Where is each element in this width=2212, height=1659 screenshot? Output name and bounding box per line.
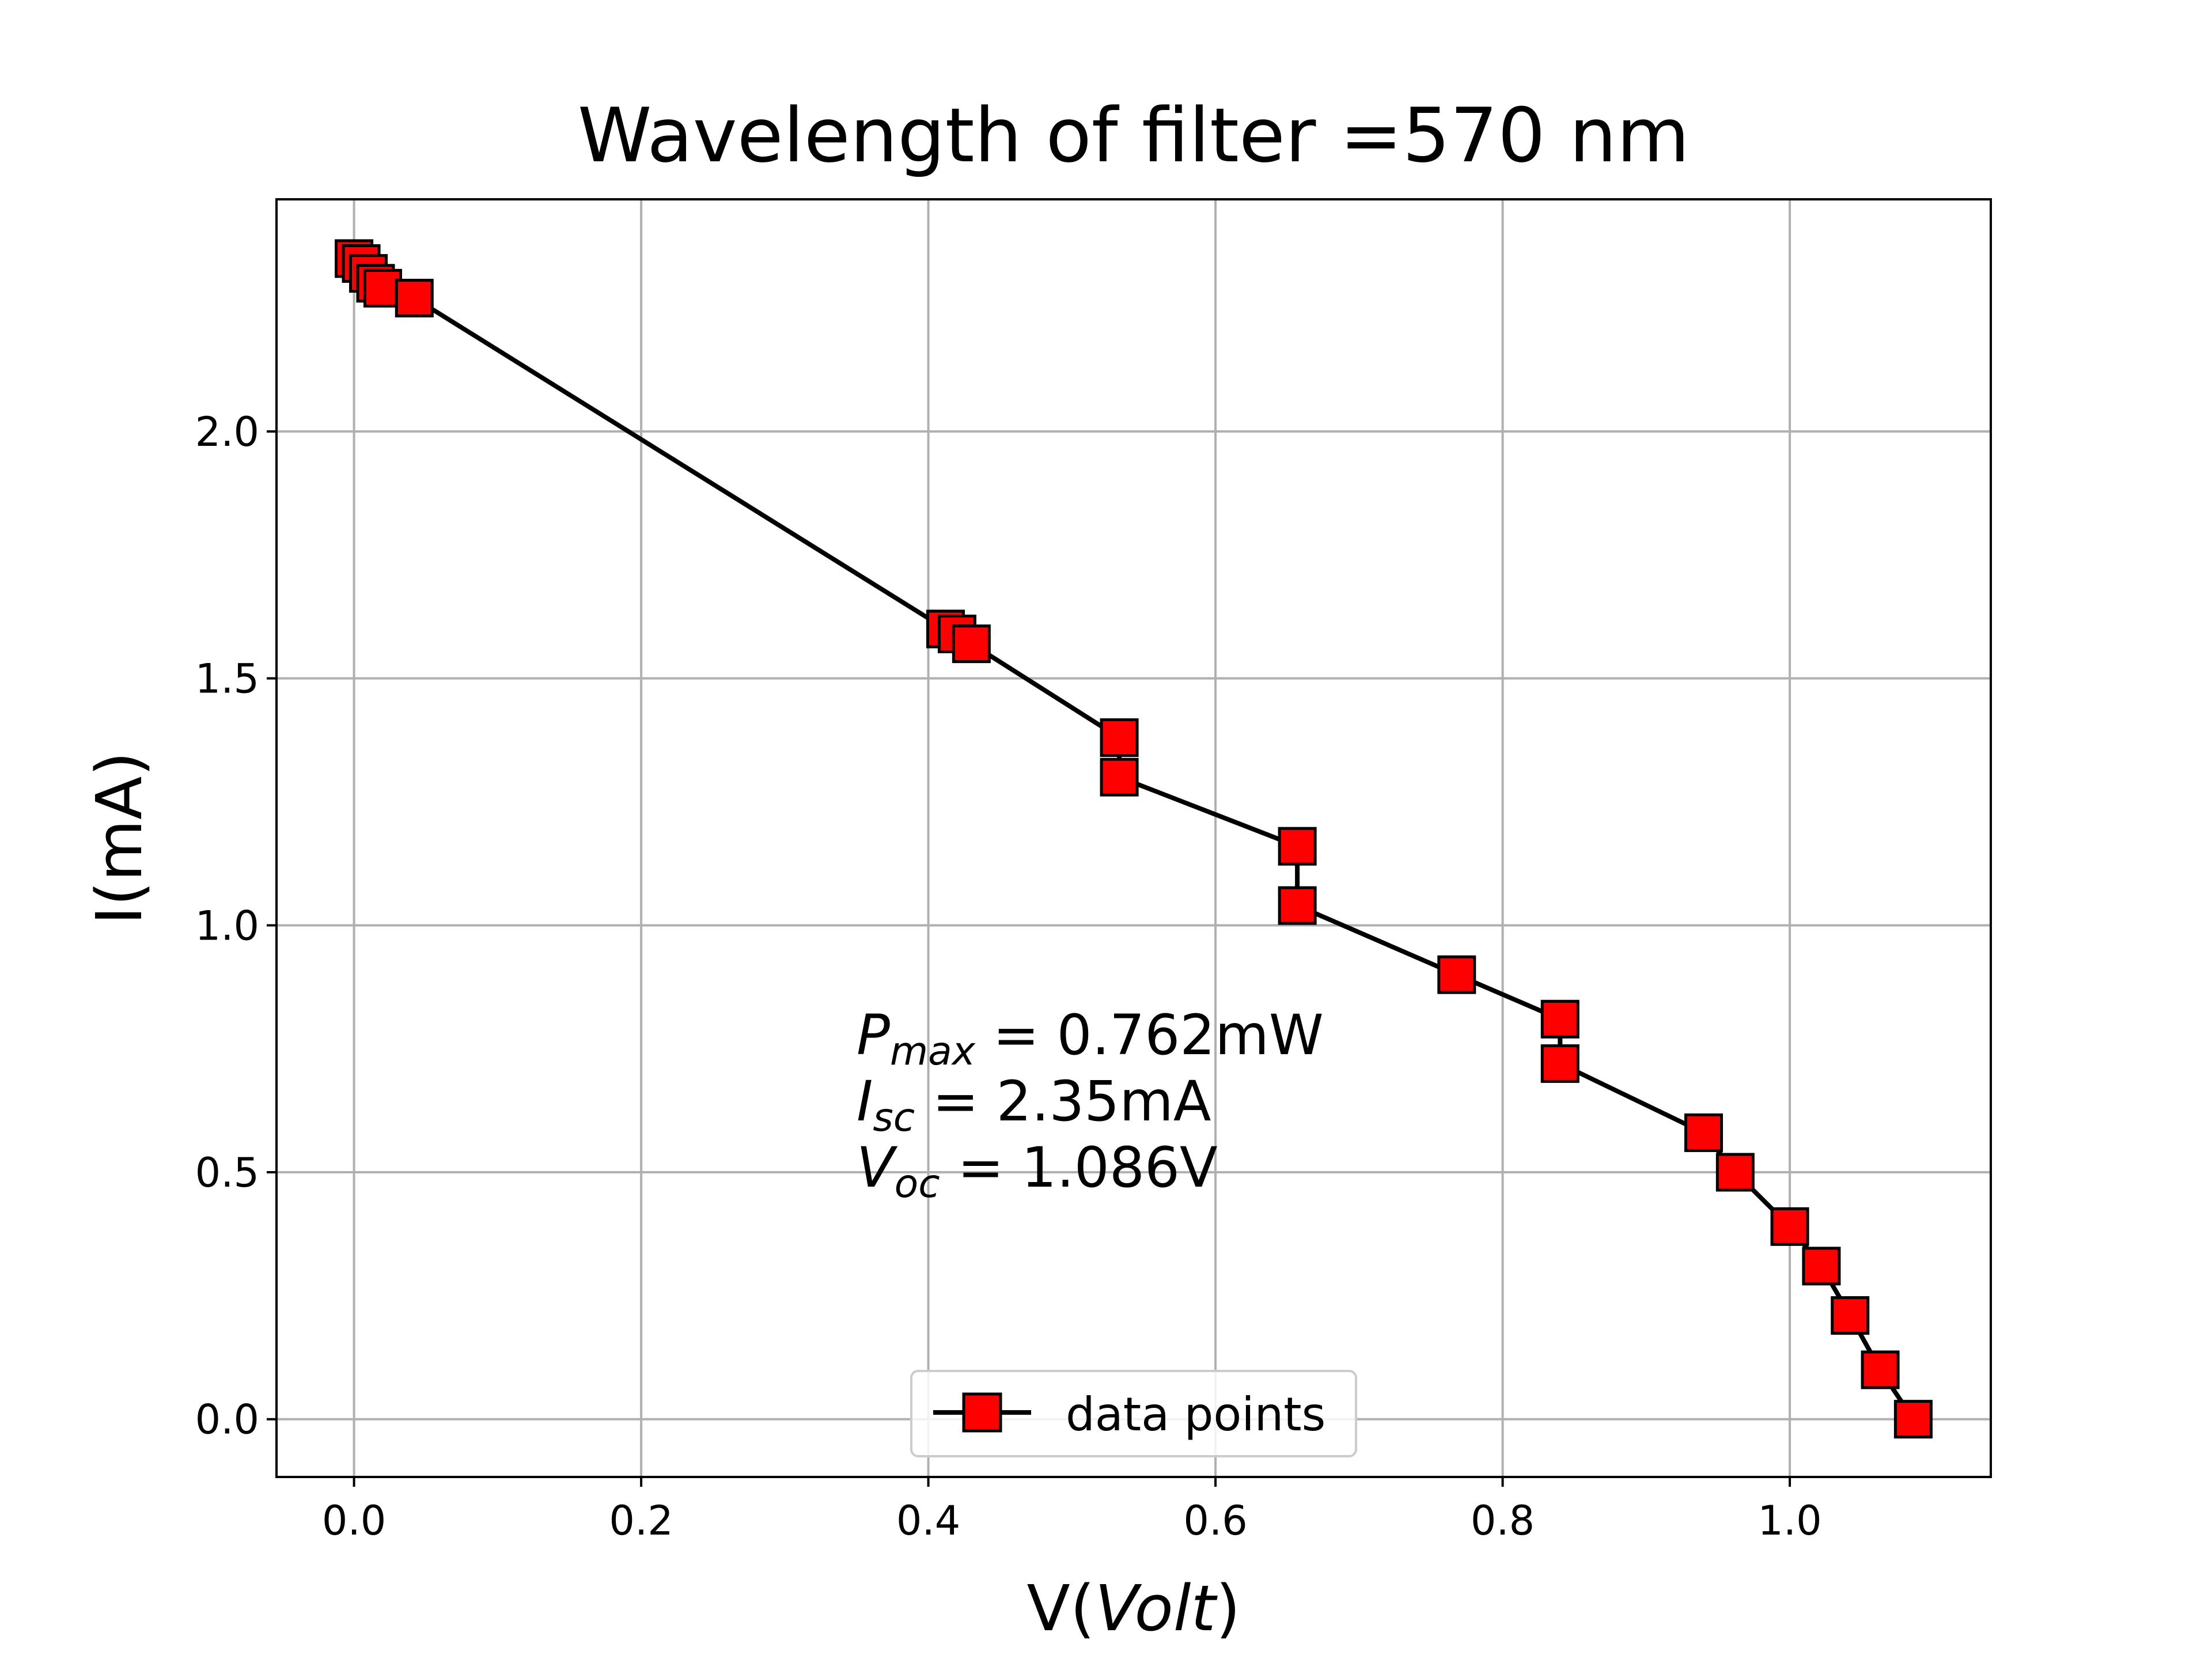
annotation-isc-value: = 2.35mA bbox=[915, 1069, 1211, 1134]
plot-area-frame bbox=[275, 198, 1992, 1478]
legend-box bbox=[910, 1370, 1357, 1457]
x-axis-label: V(Volt) bbox=[1027, 1571, 1241, 1645]
data-point-marker bbox=[1100, 757, 1139, 797]
y-tick-label: 0.5 bbox=[195, 1149, 259, 1196]
summary-annotation: Pmax = 0.762mW Isc = 2.35mA Voc = 1.086V bbox=[857, 1003, 1324, 1207]
y-axis-label: I(mA) bbox=[82, 752, 156, 925]
data-point-marker bbox=[1437, 955, 1476, 994]
data-point-marker bbox=[1540, 1044, 1580, 1083]
axis-ticks: 0.0 0.2 0.4 0.6 0.8 1.0 0.0 0.5 1.0 1.5 2.0 bbox=[195, 408, 1822, 1544]
data-point-marker bbox=[395, 278, 434, 317]
annotation-voc-subscript: oc bbox=[895, 1161, 940, 1207]
x-tick-label: 0.4 bbox=[896, 1497, 960, 1544]
series-data-points bbox=[335, 239, 1933, 1439]
data-point-marker bbox=[952, 624, 991, 664]
x-axis-label-unit: Volt bbox=[1095, 1571, 1218, 1645]
annotation-voc: Voc = 1.086V bbox=[857, 1135, 1218, 1207]
data-point-marker bbox=[1278, 886, 1317, 925]
x-tick-label: 0.8 bbox=[1471, 1497, 1535, 1544]
y-tick-label: 1.0 bbox=[195, 902, 259, 949]
data-point-marker bbox=[1540, 999, 1580, 1039]
x-axis-label-prefix: V( bbox=[1027, 1571, 1095, 1645]
legend: data points bbox=[910, 1370, 1357, 1457]
data-point-marker bbox=[1100, 718, 1139, 757]
x-tick-label: 0.0 bbox=[322, 1497, 386, 1544]
annotation-isc: Isc = 2.35mA bbox=[857, 1069, 1211, 1141]
annotation-isc-subscript: sc bbox=[873, 1095, 915, 1141]
y-tick-label: 2.0 bbox=[195, 408, 259, 456]
annotation-pmax: Pmax = 0.762mW bbox=[857, 1003, 1324, 1074]
grid-lines bbox=[276, 199, 1991, 1477]
annotation-pmax-value: = 0.762mW bbox=[975, 1003, 1324, 1067]
data-point-marker bbox=[1770, 1207, 1809, 1246]
data-point-marker bbox=[1893, 1400, 1933, 1439]
data-point-marker bbox=[1684, 1113, 1724, 1152]
annotation-pmax-symbol: P bbox=[857, 1003, 890, 1067]
annotation-pmax-subscript: max bbox=[890, 1029, 976, 1074]
data-point-marker bbox=[1831, 1296, 1870, 1335]
data-point-marker bbox=[363, 268, 402, 308]
legend-label: data points bbox=[1066, 1388, 1325, 1441]
data-point-marker bbox=[1278, 827, 1317, 866]
x-tick-label: 1.0 bbox=[1758, 1497, 1821, 1544]
data-point-marker bbox=[1802, 1247, 1841, 1286]
annotation-isc-symbol: I bbox=[857, 1069, 873, 1134]
x-tick-label: 0.2 bbox=[609, 1497, 673, 1544]
legend-marker-sample bbox=[962, 1392, 1002, 1433]
x-tick-label: 0.6 bbox=[1183, 1497, 1247, 1544]
y-tick-label: 1.5 bbox=[195, 656, 259, 703]
annotation-voc-symbol: V bbox=[857, 1135, 898, 1200]
data-point-marker bbox=[1861, 1350, 1900, 1389]
chart-title: Wavelength of filter =570 nm bbox=[578, 92, 1690, 179]
x-axis-label-suffix: ) bbox=[1216, 1571, 1241, 1645]
data-point-marker bbox=[1715, 1153, 1755, 1192]
y-tick-label: 0.0 bbox=[195, 1396, 259, 1444]
annotation-voc-value: = 1.086V bbox=[940, 1135, 1218, 1200]
